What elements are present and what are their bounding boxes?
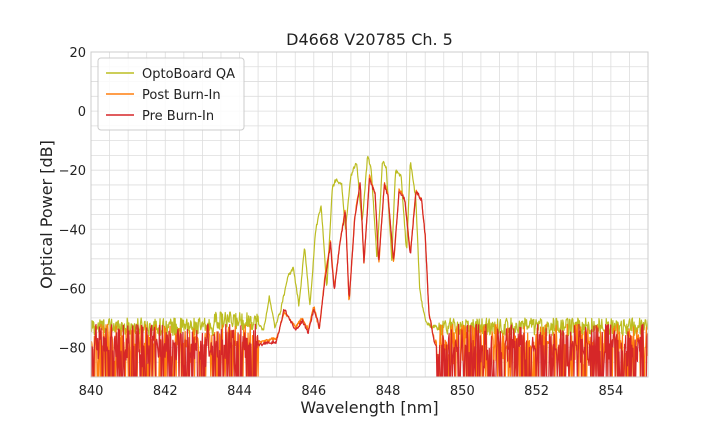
x-tick-label: 844 bbox=[227, 384, 252, 399]
x-tick-label: 854 bbox=[598, 384, 623, 399]
x-axis-label: Wavelength [nm] bbox=[300, 398, 438, 417]
plot-frame bbox=[90, 51, 649, 378]
legend-box bbox=[97, 57, 245, 131]
legend: OptoBoard QA Post Burn-In Pre Burn-In bbox=[97, 57, 245, 131]
series-line-optoboard-qa bbox=[91, 155, 648, 337]
x-tick-label: 840 bbox=[79, 384, 104, 399]
y-tick-label: −40 bbox=[59, 223, 86, 238]
y-tick-label: −20 bbox=[59, 164, 86, 179]
y-tick-label: −80 bbox=[59, 341, 86, 356]
x-tick-label: 842 bbox=[153, 384, 178, 399]
y-tick-label: −60 bbox=[59, 282, 86, 297]
x-tick-label: 850 bbox=[450, 384, 475, 399]
x-tick-label: 852 bbox=[524, 384, 549, 399]
series-line-pre-burn-in bbox=[91, 177, 648, 377]
x-tick-labels: 840 842 844 846 848 850 852 854 bbox=[79, 384, 624, 399]
chart-title: D4668 V20785 Ch. 5 bbox=[286, 30, 453, 49]
y-tick-labels: 20 0 −20 −40 −60 −80 bbox=[59, 46, 86, 356]
legend-label: OptoBoard QA bbox=[142, 67, 235, 82]
legend-label: Pre Burn-In bbox=[142, 109, 214, 124]
series-layer bbox=[91, 155, 648, 377]
y-tick-label: 0 bbox=[78, 105, 86, 120]
x-tick-label: 846 bbox=[301, 384, 326, 399]
legend-label: Post Burn-In bbox=[142, 88, 221, 103]
y-tick-label: 20 bbox=[69, 46, 86, 61]
x-tick-label: 848 bbox=[376, 384, 401, 399]
y-axis-label: Optical Power [dB] bbox=[37, 140, 56, 289]
